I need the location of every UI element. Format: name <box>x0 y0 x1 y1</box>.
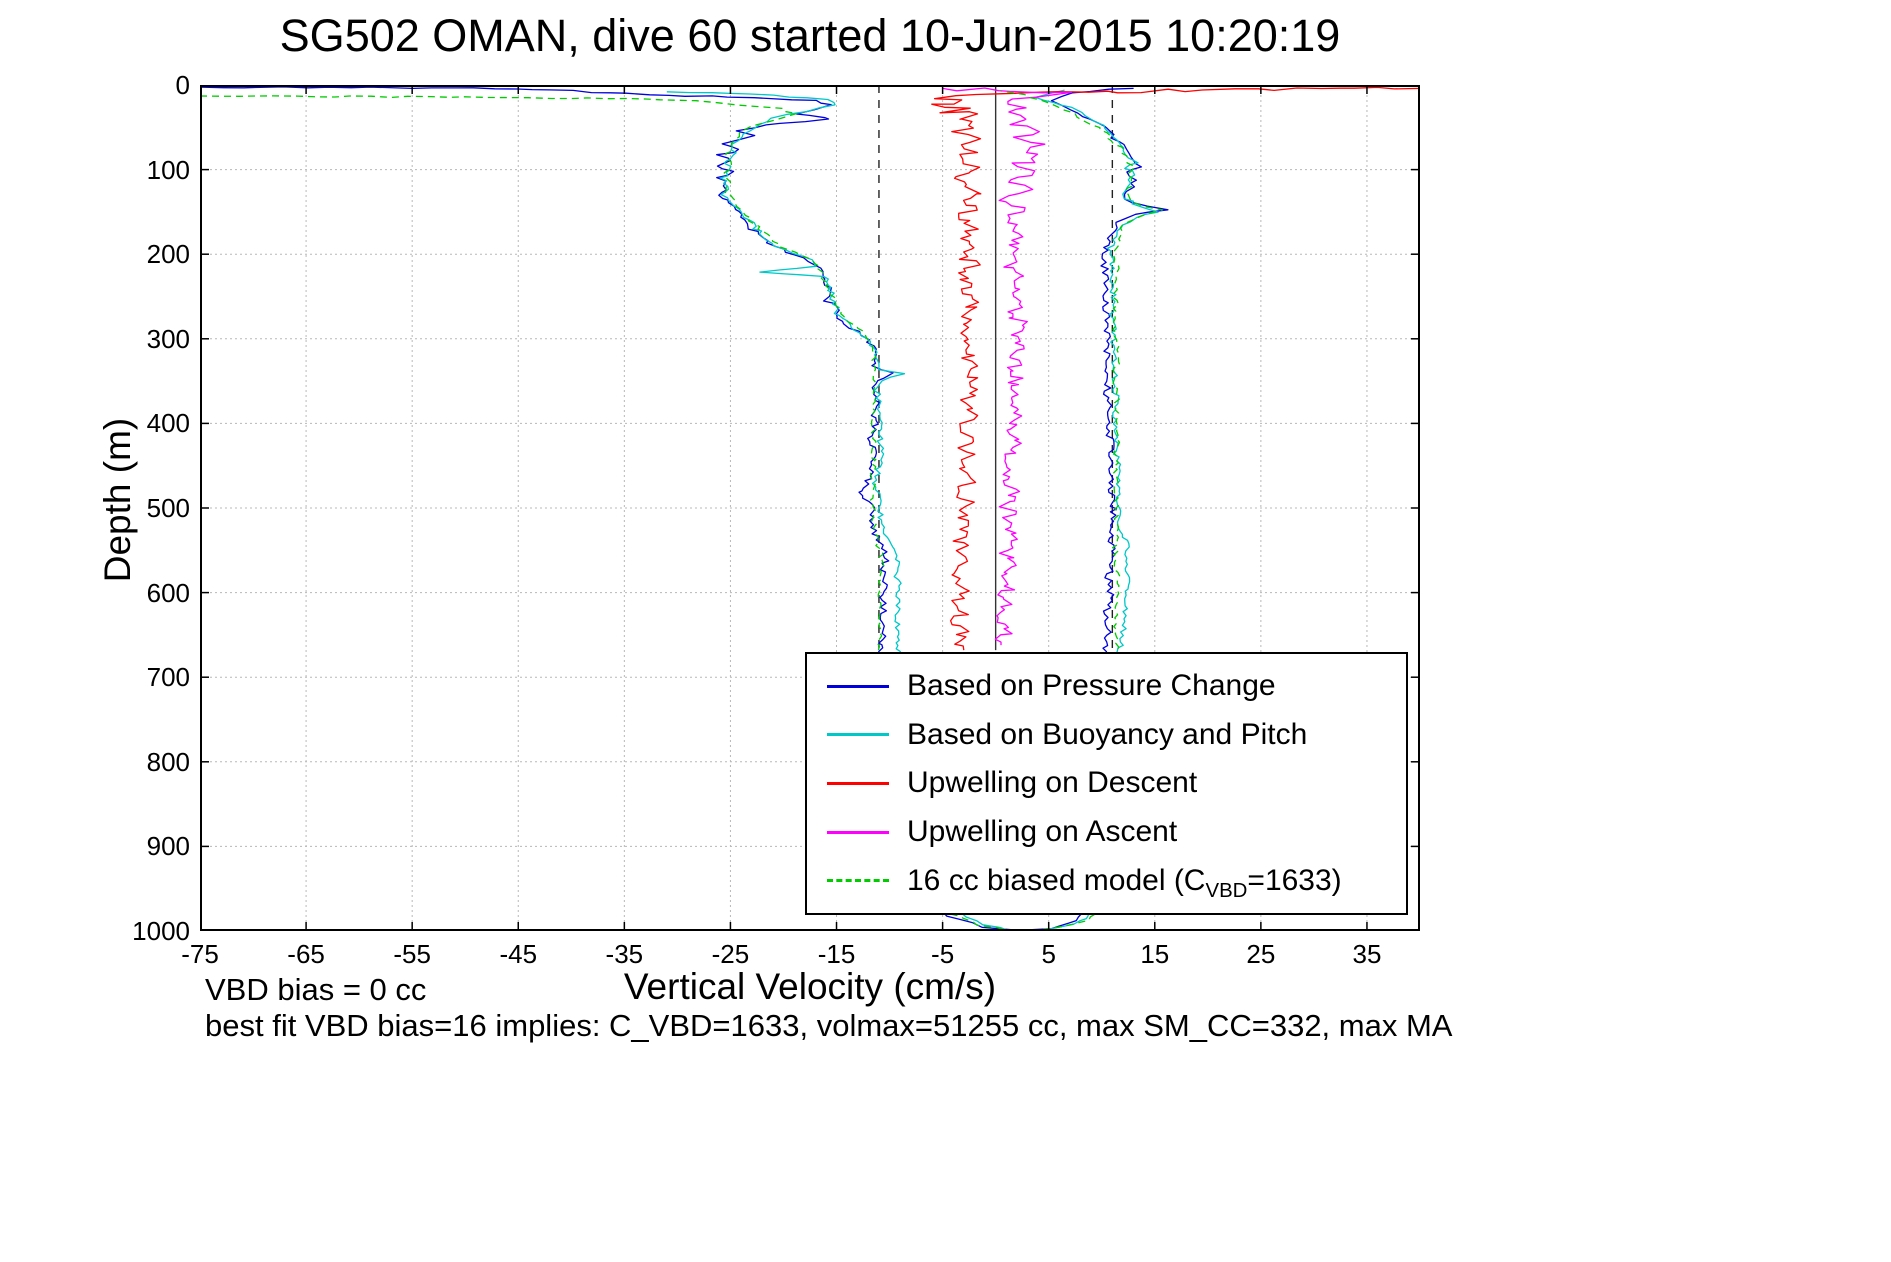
y-tick-label: 300 <box>146 323 190 354</box>
y-tick-label: 700 <box>146 662 190 693</box>
x-tick-label: -5 <box>931 939 955 969</box>
x-tick-label: -55 <box>393 939 431 969</box>
legend-item: 16 cc biased model (CVBD=1633) <box>827 863 1400 902</box>
x-tick-label: -25 <box>711 939 750 969</box>
x-tick-label: -15 <box>817 939 856 969</box>
x-tick-label: -45 <box>499 939 538 969</box>
legend-item: Based on Buoyancy and Pitch <box>827 718 1400 752</box>
x-tick-label: 35 <box>1352 939 1382 969</box>
legend-item-label: Based on Pressure Change <box>907 669 1276 703</box>
x-tick-label: 25 <box>1246 939 1276 969</box>
y-tick-label: 900 <box>146 831 190 862</box>
y-tick-label: 600 <box>146 577 190 608</box>
y-tick-label: 800 <box>146 746 190 777</box>
legend: Based on Pressure Change Based on Buoyan… <box>805 652 1408 915</box>
best-fit-annotation: best fit VBD bias=16 implies: C_VBD=1633… <box>205 1008 1453 1043</box>
vbd-bias-annotation: VBD bias = 0 cc <box>205 972 427 1007</box>
x-tick-label: -75 <box>181 939 219 969</box>
legend-item-label: Based on Buoyancy and Pitch <box>907 717 1308 751</box>
y-tick-label: 400 <box>146 408 190 439</box>
legend-item: Upwelling on Descent <box>827 766 1400 800</box>
y-tick-label: 100 <box>146 154 190 185</box>
x-tick-label: -35 <box>605 939 644 969</box>
legend-line-sample <box>827 830 889 834</box>
x-tick-label: 5 <box>1041 939 1056 969</box>
legend-item: Based on Pressure Change <box>827 669 1400 703</box>
x-tick-label: 15 <box>1140 939 1170 969</box>
legend-line-sample <box>827 879 889 883</box>
legend-item: Upwelling on Ascent <box>827 815 1400 849</box>
x-tick-label: -65 <box>287 939 325 969</box>
x-axis-label: Vertical Velocity (cm/s) <box>623 966 997 1007</box>
legend-label-post: =1633) <box>1247 863 1342 897</box>
y-tick-label: 500 <box>146 493 190 523</box>
legend-item-label: Upwelling on Ascent <box>907 815 1178 849</box>
chart-title: SG502 OMAN, dive 60 started 10-Jun-2015 … <box>279 10 1341 61</box>
y-tick-label: 0 <box>175 70 190 100</box>
y-tick-label: 1000 <box>132 916 190 946</box>
legend-line-sample <box>827 733 889 737</box>
legend-label-subscript: VBD <box>1205 879 1248 902</box>
legend-item-label: Upwelling on Descent <box>907 766 1198 800</box>
y-tick-label: 200 <box>146 239 190 270</box>
legend-label-pre: 16 cc biased model (C <box>907 863 1206 897</box>
legend-line-sample <box>827 781 889 785</box>
legend-item-label: 16 cc biased model (CVBD=1633) <box>907 863 1342 902</box>
legend-line-sample <box>827 684 889 688</box>
